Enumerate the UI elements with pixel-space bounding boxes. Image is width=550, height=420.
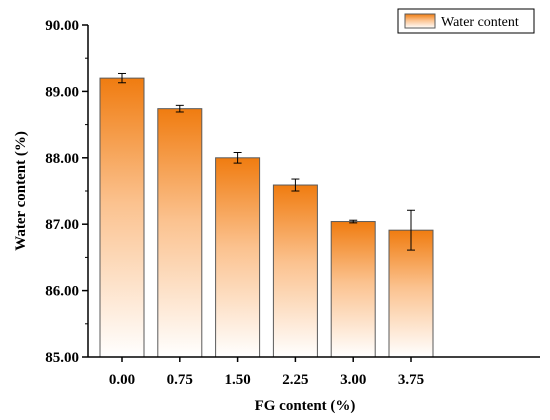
- bar: [157, 108, 203, 358]
- y-tick-label: 85.00: [45, 350, 79, 366]
- bars-group: [99, 77, 434, 358]
- y-ticks-group: 85.00 86.00 87.00 88.00 89.00 90.00: [45, 18, 88, 366]
- x-tick-label: 2.25: [282, 372, 308, 388]
- x-tick-label: 0.00: [109, 372, 135, 388]
- error-bar: [233, 151, 242, 164]
- bar: [272, 184, 318, 358]
- error-bar: [118, 72, 126, 84]
- error-bar: [175, 104, 184, 113]
- x-axis-label: FG content (%): [255, 398, 356, 414]
- x-tick-label: 1.50: [224, 372, 250, 388]
- bar: [215, 157, 261, 358]
- legend-label-water-content: Water content: [441, 15, 519, 30]
- x-tick-label: 3.75: [398, 372, 424, 388]
- bar: [388, 229, 434, 358]
- y-tick-label: 90.00: [45, 18, 79, 34]
- y-tick-label: 88.00: [45, 151, 79, 167]
- x-ticks-group: 0.00 0.75 1.50 2.25 3.00 3.75: [109, 357, 424, 388]
- error-bar: [349, 219, 358, 224]
- bar: [99, 77, 145, 358]
- x-tick-label: 0.75: [167, 372, 193, 388]
- y-tick-label: 86.00: [45, 284, 79, 300]
- error-bar: [291, 178, 300, 192]
- bar: [330, 221, 376, 358]
- y-tick-label: 89.00: [45, 84, 79, 100]
- error-bars-group: [118, 72, 415, 251]
- error-bar: [407, 209, 415, 251]
- y-tick-label: 87.00: [45, 217, 79, 233]
- legend-swatch: [404, 13, 436, 29]
- legend: Water content: [397, 8, 535, 34]
- x-tick-label: 3.00: [340, 372, 366, 388]
- y-axis-label: Water content (%): [13, 131, 29, 251]
